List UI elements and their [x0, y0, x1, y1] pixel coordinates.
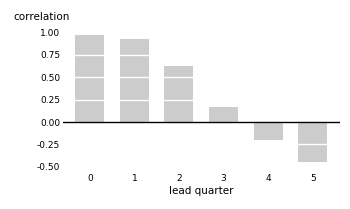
Bar	[75, 35, 104, 122]
Text: correlation: correlation	[13, 12, 70, 22]
Bar	[209, 107, 238, 122]
Bar	[254, 122, 283, 140]
Bar	[164, 66, 194, 122]
Bar	[298, 122, 327, 162]
X-axis label: lead quarter: lead quarter	[169, 186, 233, 196]
Bar	[120, 40, 149, 122]
